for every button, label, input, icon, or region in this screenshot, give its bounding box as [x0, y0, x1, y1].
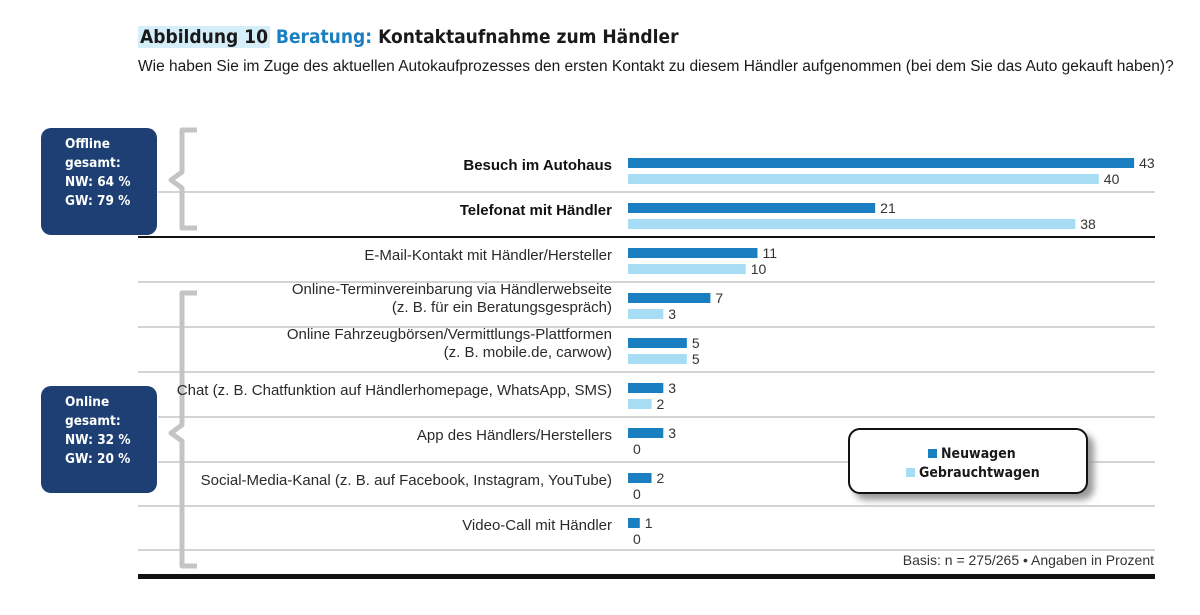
category-label: Besuch im Autohaus — [463, 157, 612, 174]
value-label-gebrauchtwagen: 3 — [668, 306, 676, 322]
bar-gebrauchtwagen — [628, 219, 1076, 229]
online-bracket — [168, 290, 197, 569]
bar-gebrauchtwagen — [628, 264, 746, 274]
bar-neuwagen — [628, 383, 664, 393]
bar-neuwagen — [628, 428, 664, 438]
figure-subtitle: Wie haben Sie im Zuge des aktuellen Auto… — [138, 58, 1174, 75]
bottom-rule — [138, 574, 1155, 579]
category-label: (z. B. mobile.de, carwow) — [444, 344, 612, 361]
legend-item-neuwagen: Neuwagen — [928, 446, 1016, 462]
category-label: Video-Call mit Händler — [462, 517, 612, 534]
category-label: E-Mail-Kontakt mit Händler/Hersteller — [364, 247, 612, 264]
value-label-neuwagen: 2 — [657, 470, 665, 486]
online-badge-line: GW: 20 % — [65, 451, 131, 467]
bar-neuwagen — [628, 518, 640, 528]
category-label: Social-Media-Kanal (z. B. auf Facebook, … — [201, 472, 612, 489]
value-label-gebrauchtwagen: 0 — [633, 486, 641, 502]
value-label-neuwagen: 21 — [880, 200, 896, 216]
bar-neuwagen — [628, 473, 652, 483]
bar-gebrauchtwagen — [628, 174, 1099, 184]
value-label-gebrauchtwagen: 5 — [692, 351, 700, 367]
bar-neuwagen — [628, 293, 711, 303]
online-total-badge: Online gesamt: NW: 32 % GW: 20 % — [41, 386, 157, 493]
category-label: Online-Terminvereinbarung via Händlerweb… — [292, 281, 612, 298]
legend-label-neuwagen: Neuwagen — [941, 446, 1016, 462]
legend-swatch-gebrauchtwagen — [906, 468, 915, 477]
value-label-gebrauchtwagen: 0 — [633, 531, 641, 547]
figure-category: Beratung: — [275, 26, 373, 48]
value-label-gebrauchtwagen: 10 — [751, 261, 767, 277]
bar-neuwagen — [628, 203, 876, 213]
category-label: Telefonat mit Händler — [460, 202, 612, 219]
offline-badge-line: gesamt: — [65, 155, 121, 171]
chart-legend: Neuwagen Gebrauchtwagen — [848, 428, 1088, 494]
bar-gebrauchtwagen — [628, 399, 652, 409]
bar-gebrauchtwagen — [628, 309, 664, 319]
legend-label-gebrauchtwagen: Gebrauchtwagen — [919, 465, 1040, 481]
bar-neuwagen — [628, 158, 1135, 168]
legend-item-gebrauchtwagen: Gebrauchtwagen — [906, 465, 1040, 481]
figure-title: Abbildung 10 Beratung: Kontaktaufnahme z… — [138, 26, 679, 48]
figure-title-text: Kontaktaufnahme zum Händler — [378, 26, 679, 48]
bar-gebrauchtwagen — [628, 354, 687, 364]
category-label: (z. B. für ein Beratungsgespräch) — [392, 299, 612, 316]
legend-swatch-neuwagen — [928, 449, 937, 458]
bar-neuwagen — [628, 248, 758, 258]
value-label-neuwagen: 3 — [668, 380, 676, 396]
offline-badge-line: GW: 79 % — [65, 193, 131, 209]
category-label: App des Händlers/Herstellers — [417, 427, 612, 444]
value-label-gebrauchtwagen: 0 — [633, 441, 641, 457]
bar-neuwagen — [628, 338, 687, 348]
figure-number: Abbildung 10 — [138, 26, 270, 48]
value-label-neuwagen: 3 — [668, 425, 676, 441]
value-label-neuwagen: 5 — [692, 335, 700, 351]
value-label-gebrauchtwagen: 40 — [1104, 171, 1120, 187]
online-badge-line: NW: 32 % — [65, 432, 131, 448]
value-label-gebrauchtwagen: 2 — [657, 396, 665, 412]
basis-note: Basis: n = 275/265 • Angaben in Prozent — [902, 552, 1154, 568]
value-label-neuwagen: 1 — [645, 515, 653, 531]
value-label-neuwagen: 11 — [762, 245, 777, 261]
offline-badge-line: NW: 64 % — [65, 174, 131, 190]
category-label: Chat (z. B. Chatfunktion auf Händlerhome… — [177, 382, 612, 399]
value-label-neuwagen: 43 — [1139, 155, 1155, 171]
offline-total-badge: Offline gesamt: NW: 64 % GW: 79 % — [41, 128, 157, 235]
category-label: Online Fahrzeugbörsen/Vermittlungs-Platt… — [287, 326, 612, 343]
online-badge-line: Online — [65, 394, 110, 410]
offline-badge-line: Offline — [65, 136, 110, 152]
online-badge-line: gesamt: — [65, 413, 121, 429]
value-label-gebrauchtwagen: 38 — [1080, 216, 1096, 232]
value-label-neuwagen: 7 — [715, 290, 723, 306]
offline-bracket — [168, 127, 197, 231]
